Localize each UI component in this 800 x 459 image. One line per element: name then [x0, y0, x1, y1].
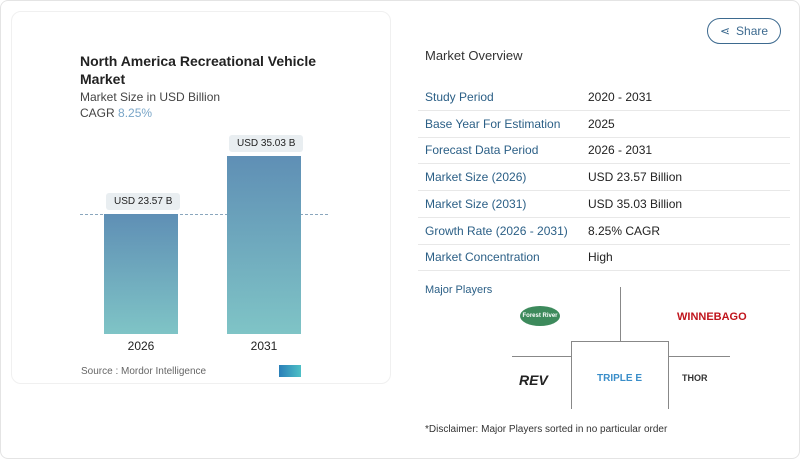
row-value: High [588, 250, 613, 265]
overview-row: Market Concentration High [418, 244, 790, 272]
logo-rev: REV [519, 372, 548, 388]
divider [620, 287, 621, 342]
chart-card [11, 11, 391, 384]
divider [512, 356, 572, 357]
data-label: USD 23.57 B [106, 193, 181, 211]
overview-row: Study Period 2020 - 2031 [418, 84, 790, 111]
chart-title: North America Recreational Vehicle Marke… [80, 53, 317, 87]
share-icon: ⋖ [719, 24, 731, 38]
share-button[interactable]: ⋖ Share [707, 18, 781, 44]
row-key: Growth Rate (2026 - 2031) [425, 223, 568, 238]
share-label: Share [736, 24, 769, 38]
overview-row: Market Size (2031) USD 35.03 Billion [418, 191, 790, 218]
x-tick-label: 2026 [127, 339, 155, 353]
x-tick-label: 2031 [250, 339, 278, 353]
mordor-logo [279, 365, 301, 377]
overview-row: Base Year For Estimation 2025 [418, 111, 790, 138]
row-key: Market Size (2031) [425, 196, 527, 211]
overview-row: Market Size (2026) USD 23.57 Billion [418, 164, 790, 192]
row-value: USD 23.57 Billion [588, 170, 683, 185]
chart-subtitle: Market Size in USD Billion [80, 90, 221, 104]
logo-thor: THOR [682, 373, 708, 383]
logo-triple-e: TRIPLE E [597, 373, 643, 384]
row-key: Study Period [425, 90, 494, 104]
major-players-title: Major Players [425, 284, 493, 296]
row-value: 2026 - 2031 [588, 143, 653, 158]
cagr-label: CAGR [80, 106, 115, 120]
disclaimer: *Disclaimer: Major Players sorted in no … [425, 424, 668, 435]
overview-title: Market Overview [425, 48, 523, 63]
row-key: Forecast Data Period [425, 143, 539, 158]
divider [668, 356, 730, 357]
overview-row: Growth Rate (2026 - 2031) 8.25% CAGR [418, 218, 790, 245]
row-value: 2025 [588, 116, 615, 131]
row-value: 2020 - 2031 [588, 90, 653, 104]
row-value: 8.25% CAGR [588, 223, 661, 238]
logo-winnebago: WINNEBAGO [677, 311, 747, 323]
cagr: CAGR 8.25% [80, 106, 152, 120]
data-label: USD 35.03 B [229, 135, 304, 152]
bar-2031 [227, 156, 301, 334]
source-text: Source : Mordor Intelligence [81, 366, 207, 377]
row-key: Market Size (2026) [425, 170, 527, 185]
overview-row: Forecast Data Period 2026 - 2031 [418, 137, 790, 165]
row-value: USD 35.03 Billion [588, 196, 683, 211]
cagr-value: 8.25% [118, 106, 153, 120]
row-key: Base Year For Estimation [425, 116, 561, 131]
center-logo-box [571, 341, 669, 409]
row-key: Market Concentration [425, 250, 540, 265]
reference-line [80, 214, 328, 215]
bar-2026 [104, 214, 178, 334]
logo-forest-river: Forest River [520, 306, 560, 326]
